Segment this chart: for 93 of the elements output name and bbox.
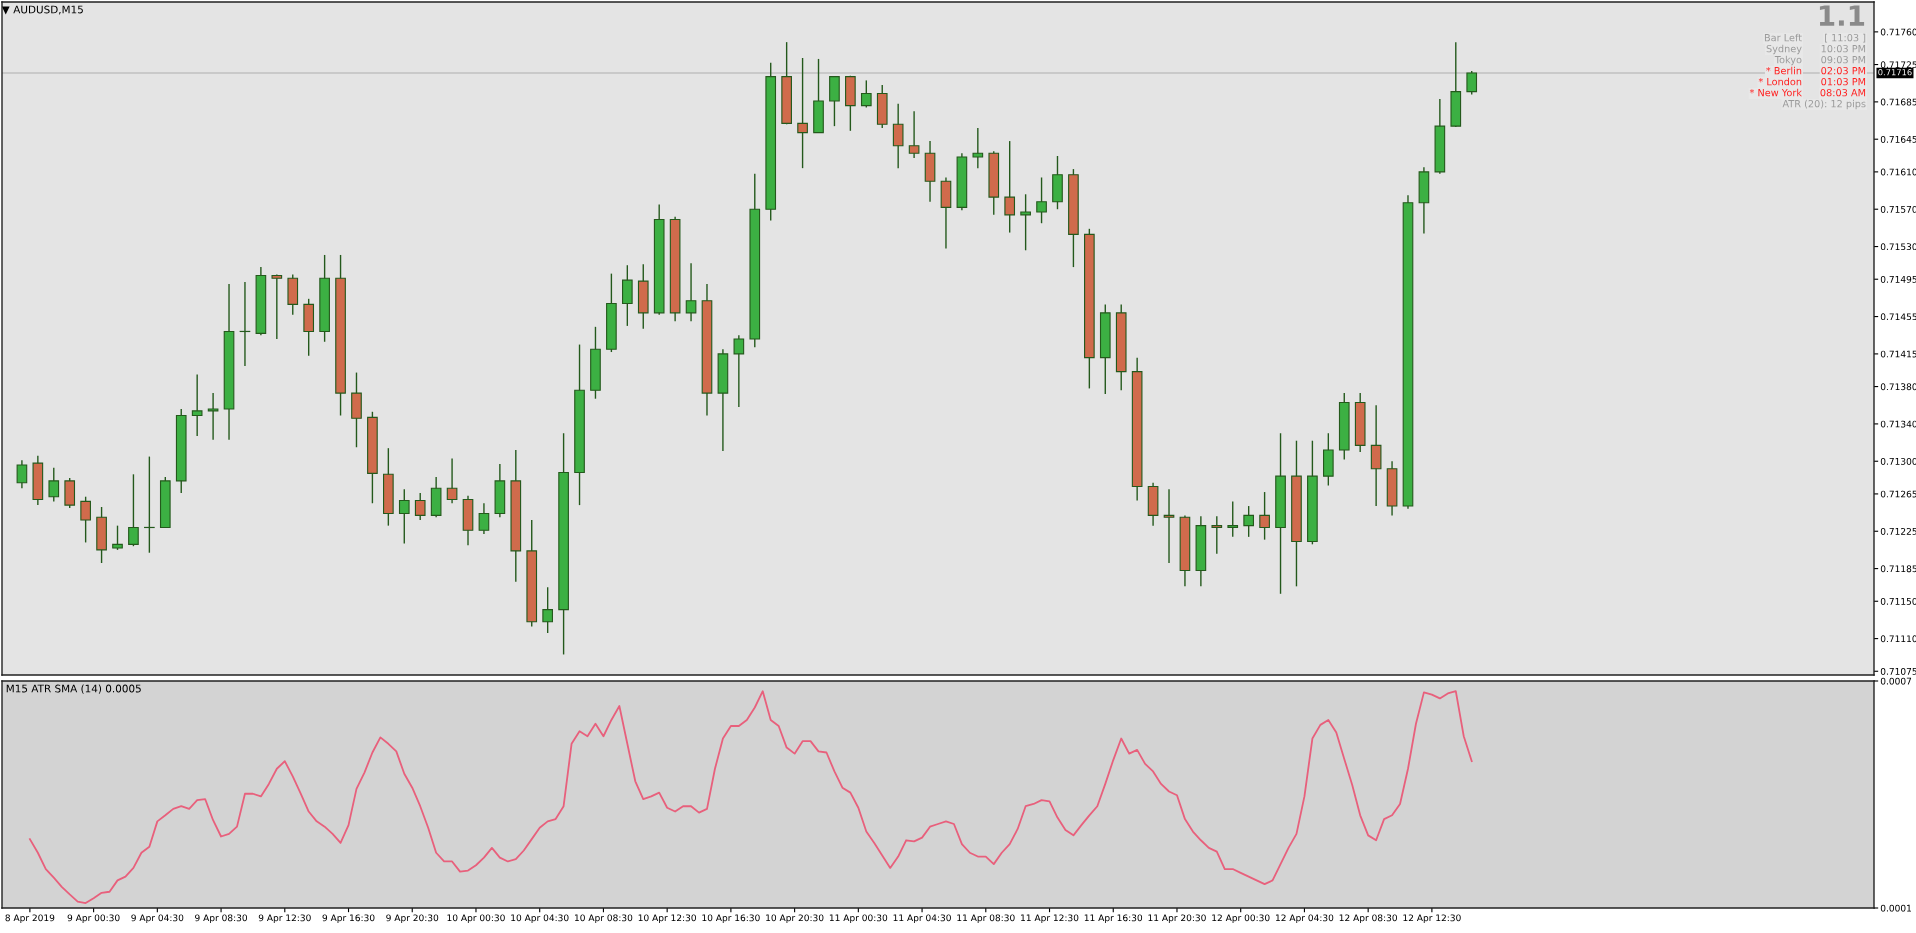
x-tick-label: 11 Apr 16:30 [1084, 914, 1143, 923]
y-tick-label: 0.71380 [1880, 383, 1916, 391]
annotation: 1.1 [1819, 5, 1865, 26]
x-tick-label: 12 Apr 08:30 [1339, 914, 1397, 923]
candlestick [446, 457, 458, 504]
annotation: * New York [1749, 88, 1802, 97]
candlestick [271, 273, 283, 340]
annotation: 02:03 PM [1821, 66, 1866, 75]
y-tick-label: 0.71610 [1880, 168, 1916, 176]
y-tick-label: 0.71075 [1880, 668, 1916, 675]
y-tick-label: 0.71725 [1880, 61, 1916, 69]
x-tick-label: 8 Apr 2019 [5, 914, 55, 923]
annotation: * Berlin [1766, 66, 1802, 75]
x-tick-label: 10 Apr 16:30 [702, 914, 760, 923]
annotation: 08:03 AM [1820, 88, 1866, 97]
candlestick [1004, 140, 1016, 234]
annotation: 01:03 PM [1821, 77, 1866, 86]
x-tick-label: 10 Apr 12:30 [638, 914, 696, 923]
candlestick [1227, 500, 1239, 538]
candlestick [542, 586, 554, 634]
candlestick [1259, 491, 1270, 541]
x-tick-label: 11 Apr 00:30 [829, 914, 888, 923]
candlestick [1370, 404, 1382, 507]
candlestick [972, 127, 984, 169]
y-tick-label: 0.71225 [1880, 527, 1916, 535]
candlestick [207, 392, 219, 441]
chart-title: M15 ATR SMA (14) 0.0005 [6, 684, 141, 694]
x-tick-label: 12 Apr 04:30 [1276, 914, 1334, 923]
x-tick-label: 10 Apr 04:30 [511, 914, 569, 923]
candlestick [144, 455, 155, 554]
candlestick [797, 57, 808, 169]
annotation: Sydney [1766, 44, 1802, 55]
annotation: 09:03 PM [1821, 55, 1866, 64]
candlestick [128, 473, 139, 547]
y-tick-label: 0.0001 [1880, 904, 1912, 912]
x-tick-label: 9 Apr 04:30 [131, 914, 184, 923]
candlestick [478, 502, 490, 535]
x-tick-label: 11 Apr 20:30 [1148, 914, 1206, 923]
y-tick-label: 0.71645 [1880, 135, 1916, 143]
chart-title: AUDUSD,M15 [13, 5, 83, 15]
x-tick-label: 9 Apr 16:30 [322, 914, 375, 923]
candlestick [621, 264, 633, 327]
y-tick-label: 0.71415 [1880, 350, 1916, 358]
annotation: Bar Left [1764, 33, 1802, 42]
candlestick [1020, 193, 1031, 251]
candlestick [16, 459, 28, 490]
candlestick [1243, 505, 1255, 538]
x-tick-label: 9 Apr 00:30 [67, 914, 120, 923]
x-tick-label: 12 Apr 12:30 [1403, 914, 1461, 923]
candlestick [398, 488, 410, 545]
annotation: 10:03 PM [1821, 44, 1866, 53]
candlestick [685, 262, 697, 322]
x-tick-label: 9 Apr 08:30 [195, 914, 248, 923]
candlestick [191, 373, 203, 437]
annotation: ATR (20): 12 pips [1782, 99, 1866, 110]
candlestick [414, 492, 426, 521]
candlestick [733, 334, 745, 408]
candlestick [80, 496, 91, 544]
annotation: [ 11:03 ] [1825, 33, 1866, 43]
ref-line-label: 0.71716 [1878, 69, 1912, 76]
y-tick-label: 0.71150 [1880, 597, 1916, 605]
y-tick-label: 0.71110 [1880, 635, 1916, 643]
y-tick-label: 0.71340 [1880, 420, 1916, 428]
y-tick-label: 0.0007 [1880, 677, 1912, 685]
y-tick-label: 0.71570 [1880, 205, 1916, 213]
x-tick-label: 9 Apr 20:30 [386, 914, 439, 923]
x-tick-label: 10 Apr 08:30 [574, 914, 633, 923]
y-tick-label: 0.71530 [1880, 243, 1916, 251]
y-tick-label: 0.71495 [1880, 275, 1916, 283]
candlestick [892, 103, 904, 169]
annotation: Tokyo [1774, 55, 1802, 66]
x-tick-label: 11 Apr 04:30 [893, 914, 951, 923]
x-tick-label: 11 Apr 12:30 [1021, 914, 1079, 923]
candlestick [1163, 488, 1175, 564]
candlestick [112, 524, 123, 551]
annotation: * London [1758, 77, 1802, 86]
candlestick [860, 79, 872, 109]
y-tick-label: 0.71300 [1880, 457, 1916, 465]
y-tick-label: 0.71685 [1880, 98, 1916, 106]
x-tick-label: 10 Apr 20:30 [766, 914, 824, 923]
candlestick [48, 467, 60, 503]
candlestick [908, 110, 920, 159]
y-tick-label: 0.71265 [1880, 490, 1916, 498]
x-tick-label: 11 Apr 08:30 [957, 914, 1015, 923]
candlestick [1211, 515, 1223, 555]
y-tick-label: 0.71760 [1880, 28, 1916, 36]
x-tick-label: 9 Apr 12:30 [258, 914, 311, 923]
x-tick-label: 10 Apr 00:30 [447, 914, 505, 923]
candlestick [1466, 70, 1478, 96]
y-tick-label: 0.71455 [1880, 313, 1916, 321]
x-tick-label: 12 Apr 00:30 [1212, 914, 1270, 923]
y-tick-label: 0.71185 [1880, 565, 1916, 573]
candlestick [1036, 176, 1047, 224]
